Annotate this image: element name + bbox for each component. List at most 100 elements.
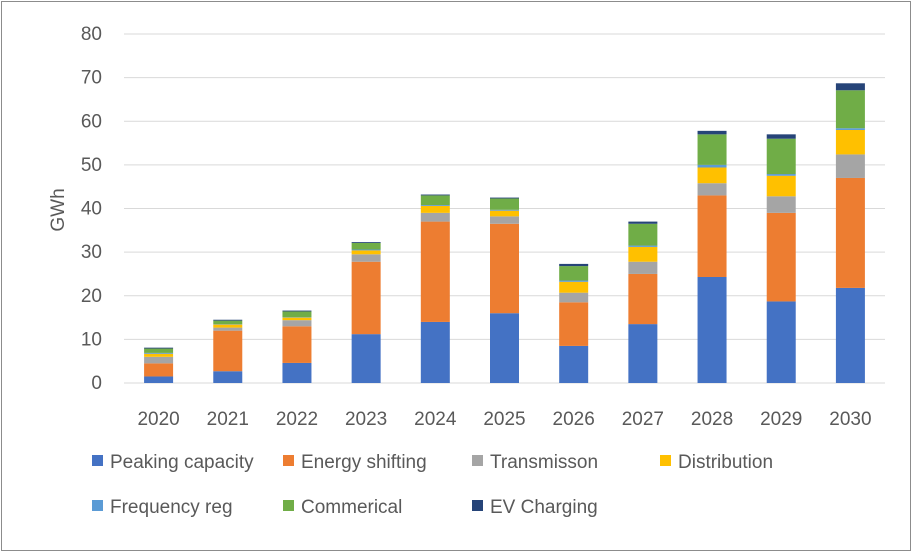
bar-segment [766,175,796,197]
y-tick-label: 40 [81,199,102,220]
bar-segment [144,356,174,364]
bar-segment [351,250,381,255]
bar-segment [835,154,865,178]
legend-swatch [283,500,294,511]
x-tick-label: 2025 [483,409,525,430]
legend-label: Distribution [678,452,773,473]
legend-swatch [92,500,103,511]
bar-segment [835,128,865,130]
bar-segment [490,197,519,199]
bar-segment [697,134,727,165]
bar-segment [835,83,865,91]
bar-segment [282,362,312,383]
bar-segment [559,263,589,267]
bar-segment [351,249,381,251]
bar-segment [420,321,450,383]
bar-segment [559,266,589,281]
x-tick-label: 2021 [207,409,249,430]
bar-segment [835,129,865,155]
y-tick-label: 80 [81,24,102,45]
bar-segment [559,281,589,293]
bar-segment [559,292,589,303]
bar-segment [766,174,796,176]
bar-segment [351,334,381,383]
x-tick-label: 2028 [691,409,733,430]
bar-segment [213,330,243,372]
bar-segment [144,352,174,354]
bar-segment [490,223,519,314]
y-tick-label: 30 [81,242,102,263]
bar-segment [559,302,589,346]
bar-segment [628,246,658,262]
bar-segment [697,164,727,168]
bar-segment [144,363,174,377]
bar-segment [628,223,658,246]
legend-label: Commerical [301,497,402,518]
bar-segment [420,194,450,196]
bar-segment [490,209,519,211]
y-tick-label: 0 [91,373,102,394]
bar-segment [420,195,450,206]
bar-segment [282,326,312,363]
bar-segment [490,198,519,210]
bar-segment [213,320,243,325]
bar-segment [213,327,243,331]
bar-segment [420,212,450,222]
bar-segment [835,177,865,288]
y-tick-label: 20 [81,286,102,307]
bar-segment [490,210,519,217]
bar-segment [835,287,865,383]
bar-segment [628,261,658,274]
bar-segment [282,311,312,318]
bar-segment [766,138,796,175]
legend-label: Energy shifting [301,452,427,473]
bar-segment [490,216,519,224]
bar-segment [628,273,658,325]
x-tick-label: 2023 [345,409,387,430]
bar-segment [282,310,312,312]
bar-segment [697,130,727,135]
bar-segment [144,353,174,357]
bar-segment [351,254,381,262]
bar-segment [766,134,796,139]
bar-segment [628,245,658,247]
bar-segment [697,183,727,196]
bar-segment [628,221,658,224]
bar-segment [697,167,727,184]
bar-segment [420,205,450,206]
y-tick-label: 10 [81,329,102,350]
x-axis-ticks: 2020 2021 2022 2023 2024 2025 2026 2027 2028 2029… [137,409,871,430]
bar-segment [490,313,519,383]
bar-segment [144,347,174,349]
legend-swatch [92,455,103,466]
y-axis-label: GWh [48,188,69,231]
bar-segment [351,242,381,243]
bar-segment [697,195,727,277]
x-tick-label: 2030 [829,409,871,430]
bar-segment [144,348,174,353]
bar-segment [835,90,865,129]
y-tick-label: 70 [81,68,102,89]
bar-segment [351,261,381,335]
y-tick-label: 60 [81,111,102,132]
y-tick-label: 50 [81,155,102,176]
bar-segment [213,371,243,383]
bar-segment [766,212,796,302]
bar-segment [559,345,589,383]
x-tick-label: 2027 [622,409,664,430]
bar-segment [628,324,658,383]
bar-segment [766,301,796,383]
x-tick-label: 2024 [414,409,457,430]
legend-label: EV Charging [490,497,598,518]
bar-segment [282,317,312,321]
bar-segment [766,196,796,213]
x-tick-label: 2026 [553,409,595,430]
bar-segment [559,280,589,282]
bar-segment [144,376,174,383]
x-tick-label: 2029 [760,409,802,430]
bars [144,83,865,383]
legend-swatch [472,455,483,466]
x-tick-label: 2020 [137,409,179,430]
